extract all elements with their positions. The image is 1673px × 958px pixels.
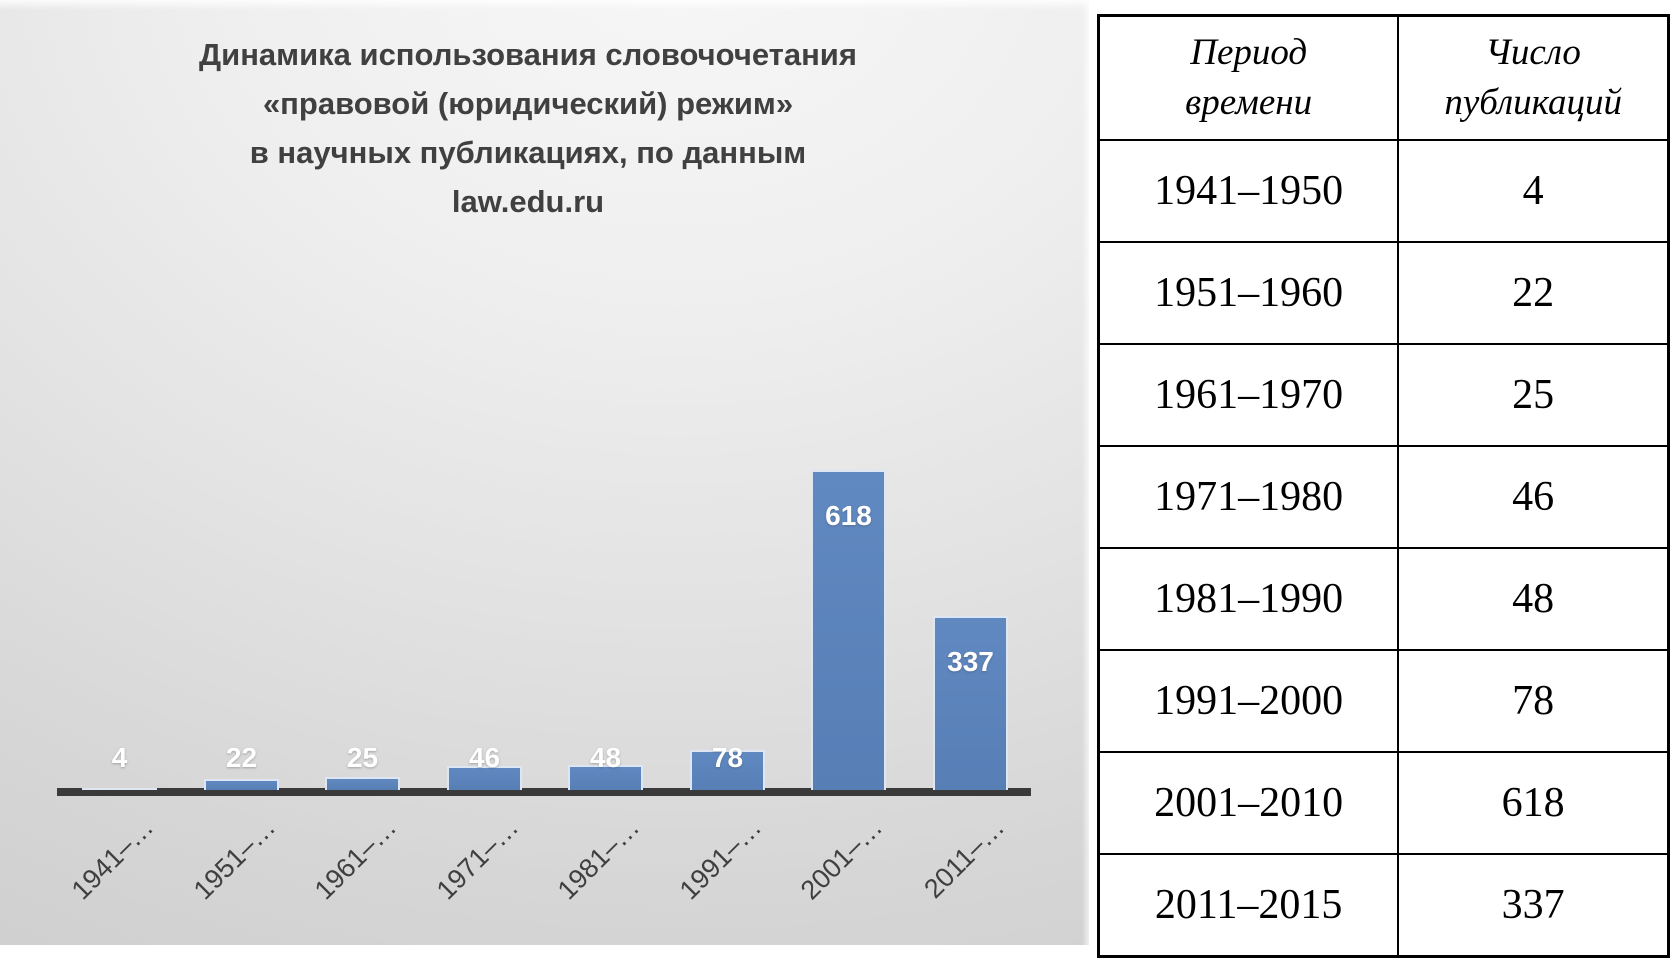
cell-count: 337 bbox=[1397, 853, 1670, 958]
chart-title-line-3: в научных публикациях, по данным bbox=[249, 135, 807, 170]
table-row: 2011–2015 337 bbox=[1097, 853, 1670, 958]
cell-count: 46 bbox=[1397, 445, 1670, 549]
x-axis-line bbox=[57, 788, 1031, 796]
cell-period: 1971–1980 bbox=[1097, 445, 1400, 549]
cell-period: 2011–2015 bbox=[1097, 853, 1400, 958]
bar-1991 bbox=[690, 750, 765, 790]
bar-1951 bbox=[204, 779, 279, 790]
table-row: 1981–1990 48 bbox=[1097, 547, 1670, 651]
bar-value-label: 46 bbox=[468, 742, 501, 773]
bar-1941 bbox=[82, 788, 157, 790]
chart-title-line-1: Динамика использования словочочетания bbox=[199, 37, 857, 72]
bar-1981 bbox=[568, 765, 643, 790]
cell-period: 1981–1990 bbox=[1097, 547, 1400, 651]
cell-count: 25 bbox=[1397, 343, 1670, 447]
cell-count: 78 bbox=[1397, 649, 1670, 753]
header-period: Период времени bbox=[1097, 14, 1400, 141]
bar-value-label: 78 bbox=[711, 742, 744, 773]
table-row: 2001–2010 618 bbox=[1097, 751, 1670, 855]
table-row: 1941–1950 4 bbox=[1097, 139, 1670, 243]
x-axis-tick-label: 1941–… bbox=[65, 812, 160, 906]
bar-2011 bbox=[933, 616, 1008, 790]
cell-count: 618 bbox=[1397, 751, 1670, 855]
cell-period: 1991–2000 bbox=[1097, 649, 1400, 753]
cell-period: 1951–1960 bbox=[1097, 241, 1400, 345]
table-header-row: Период времени Число публикаций bbox=[1097, 14, 1670, 141]
bar-chart: 4 1941–… 22 1951–… 25 1961–… 46 1971–… 48 1981–… 7… bbox=[57, 470, 1031, 905]
table-row: 1991–2000 78 bbox=[1097, 649, 1670, 753]
cell-count: 22 bbox=[1397, 241, 1670, 345]
chart-title-line-2: «правовой (юридический) режим» bbox=[262, 86, 794, 121]
cell-count: 48 bbox=[1397, 547, 1670, 651]
bar-2001 bbox=[811, 470, 886, 790]
bar-1971 bbox=[447, 766, 522, 790]
x-axis-tick-label: 2011–… bbox=[918, 812, 1011, 904]
table-panel: Период времени Число публикаций 1941–195… bbox=[1089, 0, 1673, 958]
bar-value-label: 4 bbox=[111, 742, 128, 773]
cell-period: 1961–1970 bbox=[1097, 343, 1400, 447]
chart-title-line-4: law.edu.ru bbox=[451, 184, 605, 219]
bar-value-label: 337 bbox=[947, 646, 994, 677]
publications-table: Период времени Число публикаций 1941–195… bbox=[1097, 14, 1670, 958]
table-row: 1951–1960 22 bbox=[1097, 241, 1670, 345]
slide-background: Динамика использования словочочетания «п… bbox=[0, 0, 1089, 945]
bar-value-label: 618 bbox=[825, 500, 872, 531]
bar-value-label: 22 bbox=[225, 742, 258, 773]
cell-count: 4 bbox=[1397, 139, 1670, 243]
chart-title: Динамика использования словочочетания «п… bbox=[16, 30, 1040, 226]
cell-period: 1941–1950 bbox=[1097, 139, 1400, 243]
table-row: 1961–1970 25 bbox=[1097, 343, 1670, 447]
bar-value-label: 25 bbox=[346, 742, 379, 773]
bar-value-label: 48 bbox=[589, 742, 622, 773]
bar-1961 bbox=[325, 777, 400, 790]
header-count: Число публикаций bbox=[1397, 14, 1670, 141]
table-row: 1971–1980 46 bbox=[1097, 445, 1670, 549]
cell-period: 2001–2010 bbox=[1097, 751, 1400, 855]
